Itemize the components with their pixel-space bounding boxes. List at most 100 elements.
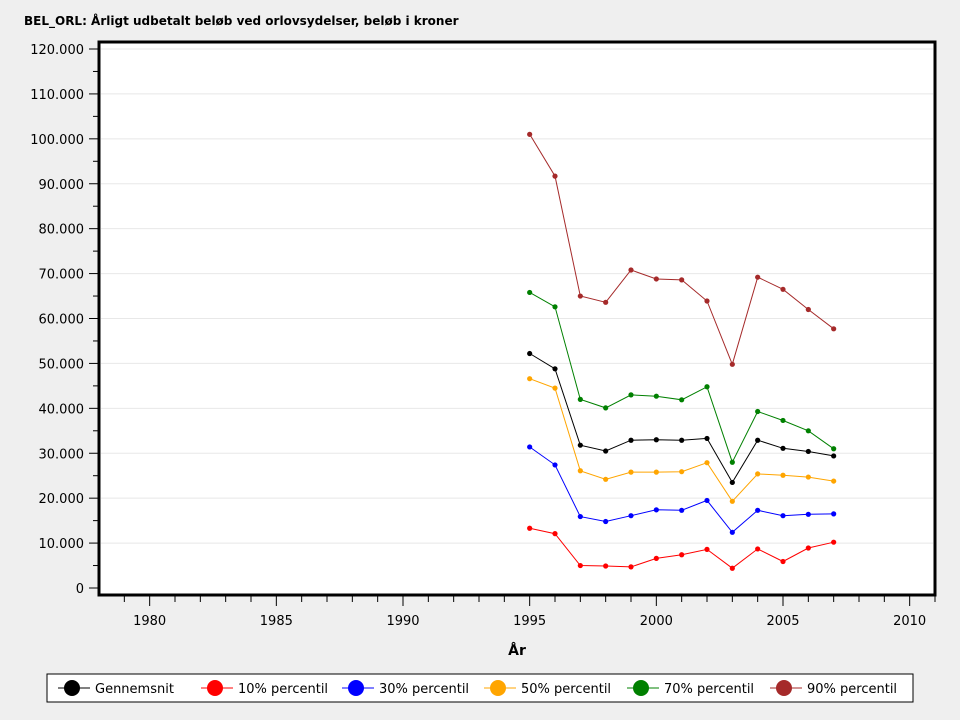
chart-title: BEL_ORL: Årligt udbetalt beløb ved orlov… <box>24 13 459 29</box>
x-tick-label: 1995 <box>513 614 546 629</box>
y-tick-label: 30.000 <box>39 447 85 462</box>
data-point <box>577 293 583 299</box>
data-point <box>831 446 837 452</box>
data-point <box>831 539 837 545</box>
data-point <box>780 558 786 565</box>
data-point <box>704 460 710 466</box>
x-tick-label: 1990 <box>386 614 419 629</box>
data-point <box>805 306 811 313</box>
data-point <box>679 397 685 403</box>
data-point <box>805 474 811 480</box>
data-point <box>704 546 710 552</box>
data-point <box>552 173 558 179</box>
data-point <box>755 471 761 477</box>
data-point <box>577 513 583 520</box>
x-axis: 1980 1985 1990 1995 2000 2005 2010 <box>123 596 936 629</box>
data-point <box>653 276 659 282</box>
y-tick-label: 90.000 <box>39 178 85 193</box>
data-point <box>628 513 634 519</box>
data-point <box>780 286 786 292</box>
x-tick-label: 1980 <box>133 614 166 629</box>
legend-marker <box>64 680 80 696</box>
series-group <box>527 131 837 571</box>
legend-label: 70% percentil <box>664 682 754 697</box>
data-point <box>704 298 710 304</box>
data-point <box>755 274 761 280</box>
legend-marker <box>207 680 223 696</box>
y-tick-label: 120.000 <box>30 43 84 58</box>
data-point <box>679 469 685 475</box>
data-point <box>831 326 837 332</box>
data-point <box>679 437 685 443</box>
data-point <box>729 361 735 367</box>
legend-box <box>46 673 914 703</box>
legend-label: 50% percentil <box>521 682 611 697</box>
data-point <box>755 507 761 513</box>
data-point <box>729 498 735 504</box>
y-tick-label: 80.000 <box>39 223 85 238</box>
data-point <box>679 507 685 513</box>
data-point <box>704 384 710 390</box>
data-point <box>729 529 735 535</box>
data-point <box>577 396 583 402</box>
data-point <box>831 511 837 517</box>
y-tick-label: 110.000 <box>30 88 84 103</box>
data-point <box>653 507 659 513</box>
data-point <box>527 131 533 137</box>
data-point <box>653 437 659 443</box>
x-axis-label: År <box>508 642 526 659</box>
y-tick-label: 60.000 <box>39 313 85 328</box>
data-point <box>527 350 533 357</box>
legend-label: 90% percentil <box>807 682 897 697</box>
legend-marker <box>633 680 649 696</box>
legend-label: Gennemsnit <box>95 682 174 697</box>
data-point <box>552 366 558 372</box>
legend-marker <box>776 680 792 696</box>
gridlines <box>101 48 933 544</box>
data-point <box>780 513 786 519</box>
data-point <box>831 453 837 459</box>
y-axis: 0 10.000 20.000 30.000 40.000 50.000 60.000 70.… <box>30 43 98 597</box>
data-point <box>552 462 558 468</box>
data-point <box>552 531 558 537</box>
data-point <box>603 563 609 569</box>
y-tick-label: 50.000 <box>39 357 85 372</box>
y-tick-label: 70.000 <box>39 268 85 283</box>
data-point <box>755 437 761 443</box>
data-point <box>653 469 659 475</box>
y-tick-label: 20.000 <box>39 492 85 507</box>
data-point <box>527 376 533 382</box>
data-point <box>704 497 710 504</box>
data-point <box>831 478 837 484</box>
x-tick-label: 2000 <box>640 614 673 629</box>
data-point <box>628 437 634 443</box>
legend-label: 30% percentil <box>379 682 469 697</box>
data-point <box>780 417 786 424</box>
legend-marker <box>490 680 506 696</box>
data-point <box>577 442 583 448</box>
data-point <box>729 479 735 486</box>
data-point <box>577 562 583 569</box>
data-point <box>805 448 811 455</box>
data-point <box>755 408 761 415</box>
data-point <box>603 299 609 305</box>
data-point <box>653 555 659 561</box>
data-point <box>552 385 558 391</box>
data-point <box>780 472 786 478</box>
y-tick-label: 0 <box>76 582 84 597</box>
data-point <box>552 304 558 310</box>
data-point <box>805 511 811 517</box>
data-point <box>577 468 583 474</box>
data-point <box>527 289 533 296</box>
data-point <box>628 392 634 398</box>
data-point <box>628 564 634 570</box>
data-point <box>729 459 735 465</box>
data-point <box>603 518 609 525</box>
y-tick-label: 10.000 <box>39 537 85 552</box>
data-point <box>780 445 786 451</box>
x-tick-label: 1985 <box>260 614 293 629</box>
x-tick-label: 2010 <box>893 614 926 629</box>
data-point <box>653 393 659 399</box>
y-tick-label: 100.000 <box>30 133 84 148</box>
legend-marker <box>348 680 364 696</box>
